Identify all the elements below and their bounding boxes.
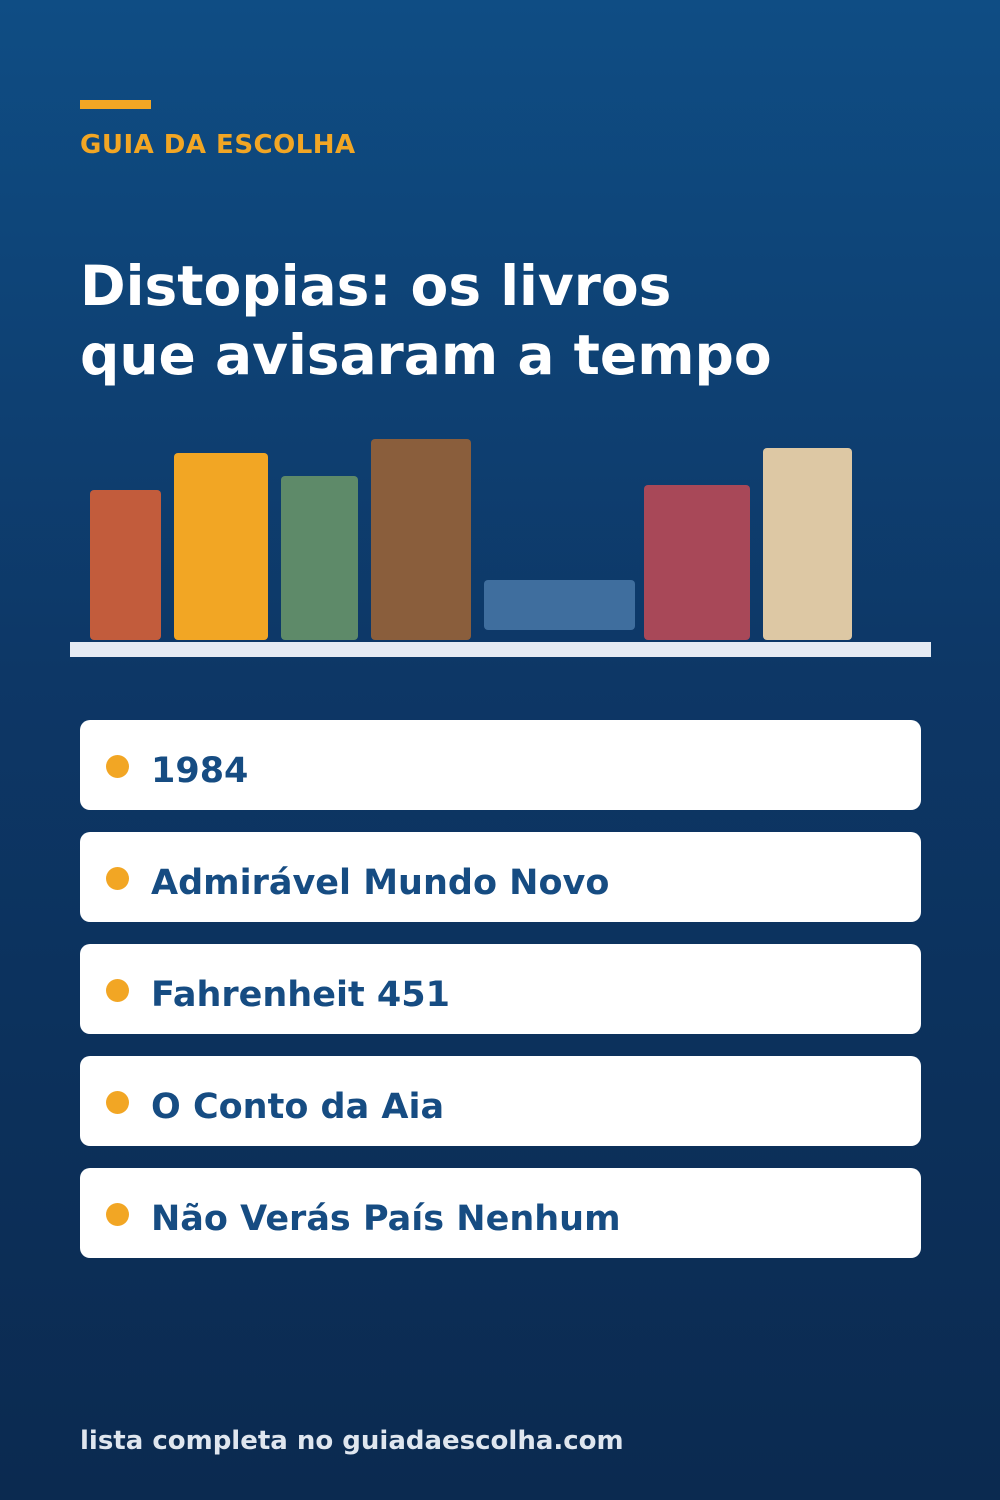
list-item[interactable]: Admirável Mundo Novo <box>80 832 921 922</box>
list-item-label: Fahrenheit 451 <box>151 975 450 1015</box>
list-item-label: Não Verás País Nenhum <box>151 1199 621 1239</box>
bullet-dot-icon <box>106 979 129 1002</box>
book-spine-7 <box>763 448 852 640</box>
list-item[interactable]: Fahrenheit 451 <box>80 944 921 1034</box>
book-spine-6 <box>644 485 750 640</box>
list-item-label: 1984 <box>151 751 249 791</box>
book-list: 1984 Admirável Mundo Novo Fahrenheit 451… <box>80 720 921 1280</box>
accent-bar <box>80 100 151 109</box>
list-item-label: O Conto da Aia <box>151 1087 445 1127</box>
book-spine-4 <box>371 439 471 640</box>
book-lying-flat <box>484 580 635 630</box>
bullet-dot-icon <box>106 1203 129 1226</box>
title-line-1: Distopias: os livros <box>80 254 672 318</box>
book-spine-3 <box>281 476 358 640</box>
bullet-dot-icon <box>106 755 129 778</box>
title-line-2: que avisaram a tempo <box>80 323 772 387</box>
book-spine-1 <box>90 490 161 640</box>
bullet-dot-icon <box>106 1091 129 1114</box>
page-title: Distopias: os livros que avisaram a temp… <box>80 252 772 390</box>
list-item[interactable]: 1984 <box>80 720 921 810</box>
brand-label: GUIA DA ESCOLHA <box>80 130 356 160</box>
footer-link[interactable]: lista completa no guiadaescolha.com <box>80 1426 624 1456</box>
list-item[interactable]: O Conto da Aia <box>80 1056 921 1146</box>
shelf <box>70 642 931 657</box>
list-item-label: Admirável Mundo Novo <box>151 863 610 903</box>
book-spine-2 <box>174 453 268 640</box>
bullet-dot-icon <box>106 867 129 890</box>
list-item[interactable]: Não Verás País Nenhum <box>80 1168 921 1258</box>
